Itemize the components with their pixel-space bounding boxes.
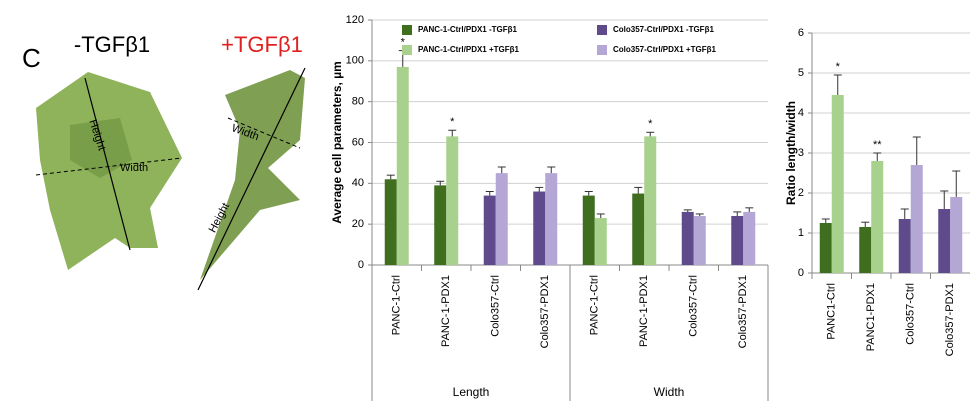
bar bbox=[743, 211, 756, 265]
x-tick-label: PANC-1-PDX1 bbox=[638, 275, 650, 347]
legend-swatch bbox=[597, 45, 607, 55]
x-tick-label: PANC-1-Ctrl bbox=[589, 275, 601, 335]
legend-label: PANC-1-Ctrl/PDX1 -TGFβ1 bbox=[418, 25, 518, 34]
x-tick-label: PANC-1-PDX1 bbox=[440, 275, 452, 347]
y-tick-label: 3 bbox=[798, 147, 804, 159]
bar bbox=[594, 218, 607, 265]
bar bbox=[434, 185, 447, 265]
significance: * bbox=[450, 116, 455, 128]
x-tick-label: PANC1-Ctrl bbox=[826, 283, 838, 340]
significance: * bbox=[836, 61, 841, 73]
x-tick-label: PANC1-PDX1 bbox=[865, 283, 877, 351]
legend-label: Colo357-Ctrl/PDX1 -TGFβ1 bbox=[613, 25, 714, 34]
bar bbox=[871, 161, 884, 273]
y-tick-label: 0 bbox=[358, 259, 364, 271]
bar bbox=[495, 173, 508, 265]
x-tick-label: Colo357-PDX1 bbox=[737, 275, 749, 348]
x-tick-label: Colo357-Ctrl bbox=[688, 275, 700, 337]
x-tick-label: Colo357-Ctrl bbox=[905, 283, 917, 345]
bar bbox=[644, 136, 657, 265]
group-label: Length bbox=[453, 385, 490, 399]
bar bbox=[384, 179, 397, 265]
bar bbox=[545, 173, 558, 265]
y-tick-label: 40 bbox=[352, 177, 364, 189]
bar bbox=[731, 216, 744, 265]
height-arrow bbox=[197, 67, 306, 291]
y-tick-label: 100 bbox=[346, 55, 364, 67]
x-tick-label: Colo357-PDX1 bbox=[539, 275, 551, 348]
legend-label: PANC-1-Ctrl/PDX1 +TGFβ1 bbox=[418, 45, 520, 54]
width-arrow bbox=[227, 117, 301, 149]
legend-label: Colo357-Ctrl/PDX1 +TGFβ1 bbox=[613, 45, 716, 54]
bar bbox=[533, 191, 546, 265]
panel-label: C bbox=[22, 43, 41, 73]
legend-swatch bbox=[402, 45, 412, 55]
y-tick-label: 5 bbox=[798, 67, 804, 79]
y-axis-label: Average cell parameters, µm bbox=[330, 61, 344, 224]
significance: * bbox=[648, 118, 653, 130]
significance: ** bbox=[873, 139, 882, 151]
condition-label: -TGFβ1 bbox=[74, 32, 150, 57]
bar bbox=[831, 95, 844, 273]
condition-label: +TGFβ1 bbox=[221, 32, 303, 57]
y-tick-label: 1 bbox=[798, 227, 804, 239]
y-tick-label: 0 bbox=[798, 267, 804, 279]
bar bbox=[859, 227, 872, 273]
width-arrow bbox=[35, 157, 183, 176]
cell-nucleus bbox=[70, 118, 132, 178]
x-tick-label: PANC-1-Ctrl bbox=[391, 275, 403, 335]
y-tick-label: 80 bbox=[352, 96, 364, 108]
height-arrow bbox=[84, 77, 131, 251]
y-tick-label: 120 bbox=[346, 14, 364, 26]
legend-swatch bbox=[597, 25, 607, 35]
legend-swatch bbox=[402, 25, 412, 35]
illustration: C -TGFβ1 +TGFβ1 Height Width Width Heigh… bbox=[22, 32, 306, 291]
bar bbox=[632, 193, 645, 265]
group-label: Width bbox=[654, 385, 685, 399]
bar bbox=[898, 219, 911, 273]
y-tick-label: 20 bbox=[352, 218, 364, 230]
bar bbox=[819, 223, 832, 273]
bar bbox=[693, 216, 706, 265]
axis-text: Width bbox=[120, 162, 148, 174]
bar bbox=[938, 209, 951, 273]
bar bbox=[483, 195, 496, 265]
significance: * bbox=[401, 37, 406, 49]
bar bbox=[582, 195, 595, 265]
x-tick-label: Colo357-PDX1 bbox=[944, 283, 956, 356]
y-tick-label: 6 bbox=[798, 27, 804, 39]
y-tick-label: 2 bbox=[798, 187, 804, 199]
y-tick-label: 4 bbox=[798, 107, 804, 119]
x-tick-label: Colo357-Ctrl bbox=[490, 275, 502, 337]
bar bbox=[910, 165, 923, 273]
y-tick-label: 60 bbox=[352, 136, 364, 148]
bar bbox=[446, 136, 459, 265]
bar bbox=[950, 197, 963, 273]
bar bbox=[681, 211, 694, 265]
bar bbox=[396, 66, 409, 265]
y-axis-label: Ratio length/width bbox=[784, 101, 798, 205]
